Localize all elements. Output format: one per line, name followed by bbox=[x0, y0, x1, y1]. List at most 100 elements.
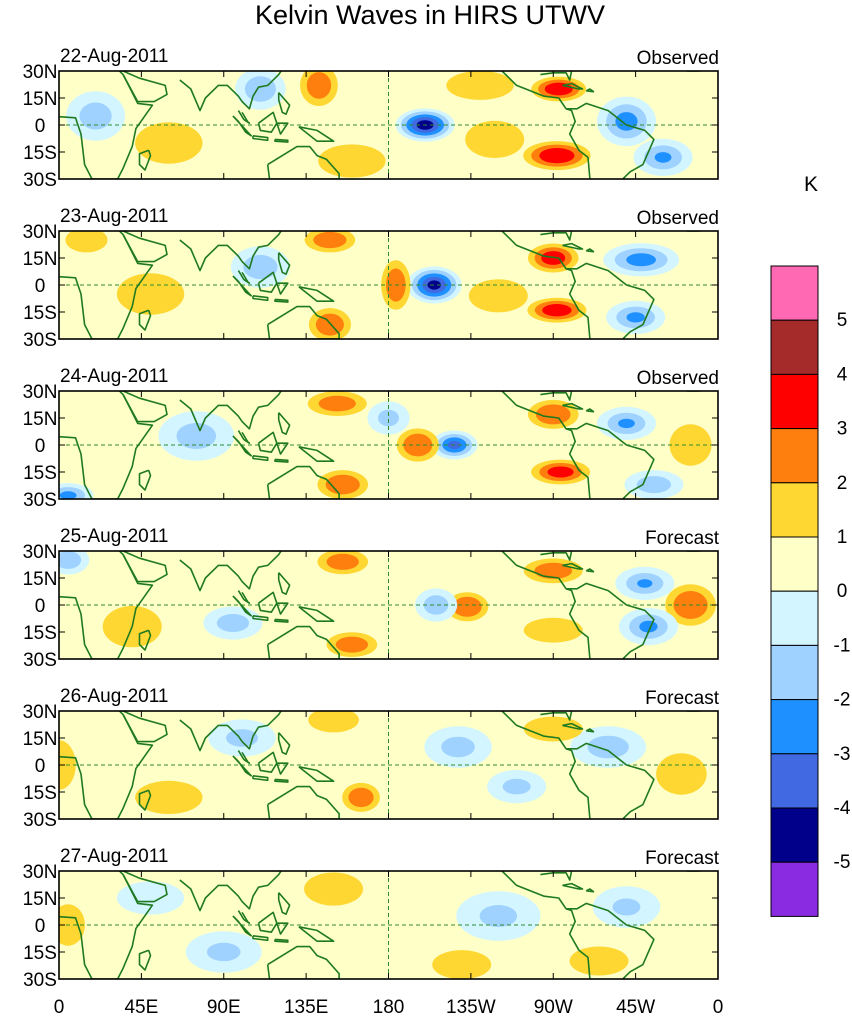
coastline bbox=[138, 149, 152, 171]
anomaly-contour bbox=[226, 729, 259, 747]
lat-label: 0 bbox=[35, 276, 46, 297]
coastline bbox=[179, 711, 283, 752]
lat-label: 15N bbox=[23, 89, 58, 110]
panel-kind: Observed bbox=[637, 208, 719, 229]
coastline bbox=[59, 871, 154, 979]
coastlines bbox=[59, 551, 700, 659]
anomaly-contour bbox=[479, 905, 518, 927]
coastline bbox=[122, 871, 168, 903]
coastline bbox=[540, 711, 573, 721]
coastlines bbox=[59, 711, 700, 819]
anomaly-contour bbox=[354, 792, 368, 803]
coastline bbox=[276, 602, 289, 615]
anomaly-contour bbox=[459, 601, 476, 613]
colorbar-label: 1 bbox=[837, 527, 848, 548]
coastlines bbox=[59, 871, 700, 979]
lat-label: 30S bbox=[23, 810, 57, 831]
coastline bbox=[276, 762, 289, 775]
coastline bbox=[179, 551, 283, 592]
coastline bbox=[585, 408, 595, 413]
lat-label: 30S bbox=[23, 650, 57, 671]
anomaly-contour bbox=[176, 423, 217, 449]
coastline bbox=[585, 568, 595, 573]
panel-date: 22-Aug-2011 bbox=[60, 46, 168, 67]
lat-label: 30S bbox=[23, 970, 57, 991]
map-panel: 30N 15N 0 15S 30S 22-Aug-2011 Observed bbox=[23, 46, 719, 191]
coastline bbox=[277, 252, 291, 275]
lat-label: 0 bbox=[35, 436, 46, 457]
lon-label: 135E bbox=[284, 997, 328, 1018]
anomaly-contour bbox=[319, 713, 348, 727]
coastline bbox=[266, 305, 340, 339]
panel-kind: Observed bbox=[637, 368, 719, 389]
lat-label: 30S bbox=[23, 170, 57, 191]
anomaly-contour bbox=[547, 151, 567, 160]
panel-date: 24-Aug-2011 bbox=[60, 366, 168, 387]
lat-label: 30N bbox=[23, 62, 58, 83]
anomaly-contour bbox=[478, 129, 511, 150]
coastline bbox=[122, 711, 168, 743]
lat-label: 0 bbox=[35, 596, 46, 617]
anomaly-contour bbox=[585, 954, 614, 968]
colorbar-swatch bbox=[770, 807, 819, 863]
coastline bbox=[59, 231, 154, 339]
anomaly-contour bbox=[637, 579, 653, 588]
anomaly-contour bbox=[626, 312, 645, 323]
anomaly-contour bbox=[669, 764, 694, 784]
lat-label: 15S bbox=[23, 463, 57, 484]
coastline bbox=[122, 551, 168, 583]
coastline bbox=[179, 231, 283, 272]
colorbar: K 5 4 3 2 1 0 -1 -2 -3 -4 -5 bbox=[770, 173, 851, 917]
coastline bbox=[122, 391, 168, 423]
coastline bbox=[562, 882, 584, 890]
panel-kind: Forecast bbox=[645, 688, 720, 709]
map-panel: 30N 15N 0 15S 30S 24-Aug-2011 Observed bbox=[23, 366, 719, 511]
lat-label: 30S bbox=[23, 490, 57, 511]
lat-label: 15N bbox=[23, 249, 58, 270]
lat-label: 0 bbox=[35, 756, 46, 777]
coastline bbox=[585, 728, 595, 733]
coastline bbox=[266, 785, 340, 819]
anomaly-contour bbox=[544, 567, 562, 575]
anomaly-contour bbox=[74, 232, 99, 248]
coastline bbox=[237, 270, 251, 284]
lat-label: 15S bbox=[23, 303, 57, 324]
anomaly-contour bbox=[335, 153, 368, 169]
colorbar-label: 3 bbox=[837, 419, 848, 440]
anomaly-contour bbox=[502, 778, 531, 795]
anomaly-contour bbox=[59, 491, 77, 499]
anomaly-contour bbox=[441, 736, 475, 758]
coastline bbox=[501, 871, 591, 979]
coastline bbox=[274, 138, 289, 143]
lat-label: 15N bbox=[23, 889, 58, 910]
coastline bbox=[232, 595, 252, 617]
coastline bbox=[266, 945, 340, 979]
coastline bbox=[257, 111, 278, 133]
anomaly-contour bbox=[543, 409, 563, 420]
coastline bbox=[540, 71, 573, 81]
coastline bbox=[566, 102, 655, 179]
lat-label: 15S bbox=[23, 143, 57, 164]
anomaly-contour bbox=[639, 620, 658, 633]
colorbar-label: -1 bbox=[834, 635, 851, 656]
lat-label: 0 bbox=[35, 916, 46, 937]
coastline bbox=[274, 298, 289, 303]
coastline bbox=[277, 92, 291, 115]
lat-label: 30N bbox=[23, 862, 58, 883]
coastline bbox=[566, 742, 655, 819]
longitude-axis: 0 45E 90E 135E 180 135W 90W 45W 0 bbox=[54, 997, 724, 1018]
colorbar-label: 5 bbox=[837, 310, 848, 331]
coastline bbox=[59, 711, 154, 819]
coastline bbox=[277, 572, 291, 595]
lon-label: 180 bbox=[373, 997, 405, 1018]
lat-label: 15N bbox=[23, 409, 58, 430]
figure-title: Kelvin Waves in HIRS UTWV bbox=[255, 0, 605, 30]
coastline bbox=[276, 282, 289, 295]
coastline bbox=[252, 295, 269, 302]
coastline bbox=[232, 435, 252, 457]
coastline bbox=[562, 82, 584, 90]
anomaly-contour bbox=[549, 307, 565, 314]
anomaly-contour bbox=[654, 152, 672, 163]
coastline bbox=[566, 422, 655, 499]
